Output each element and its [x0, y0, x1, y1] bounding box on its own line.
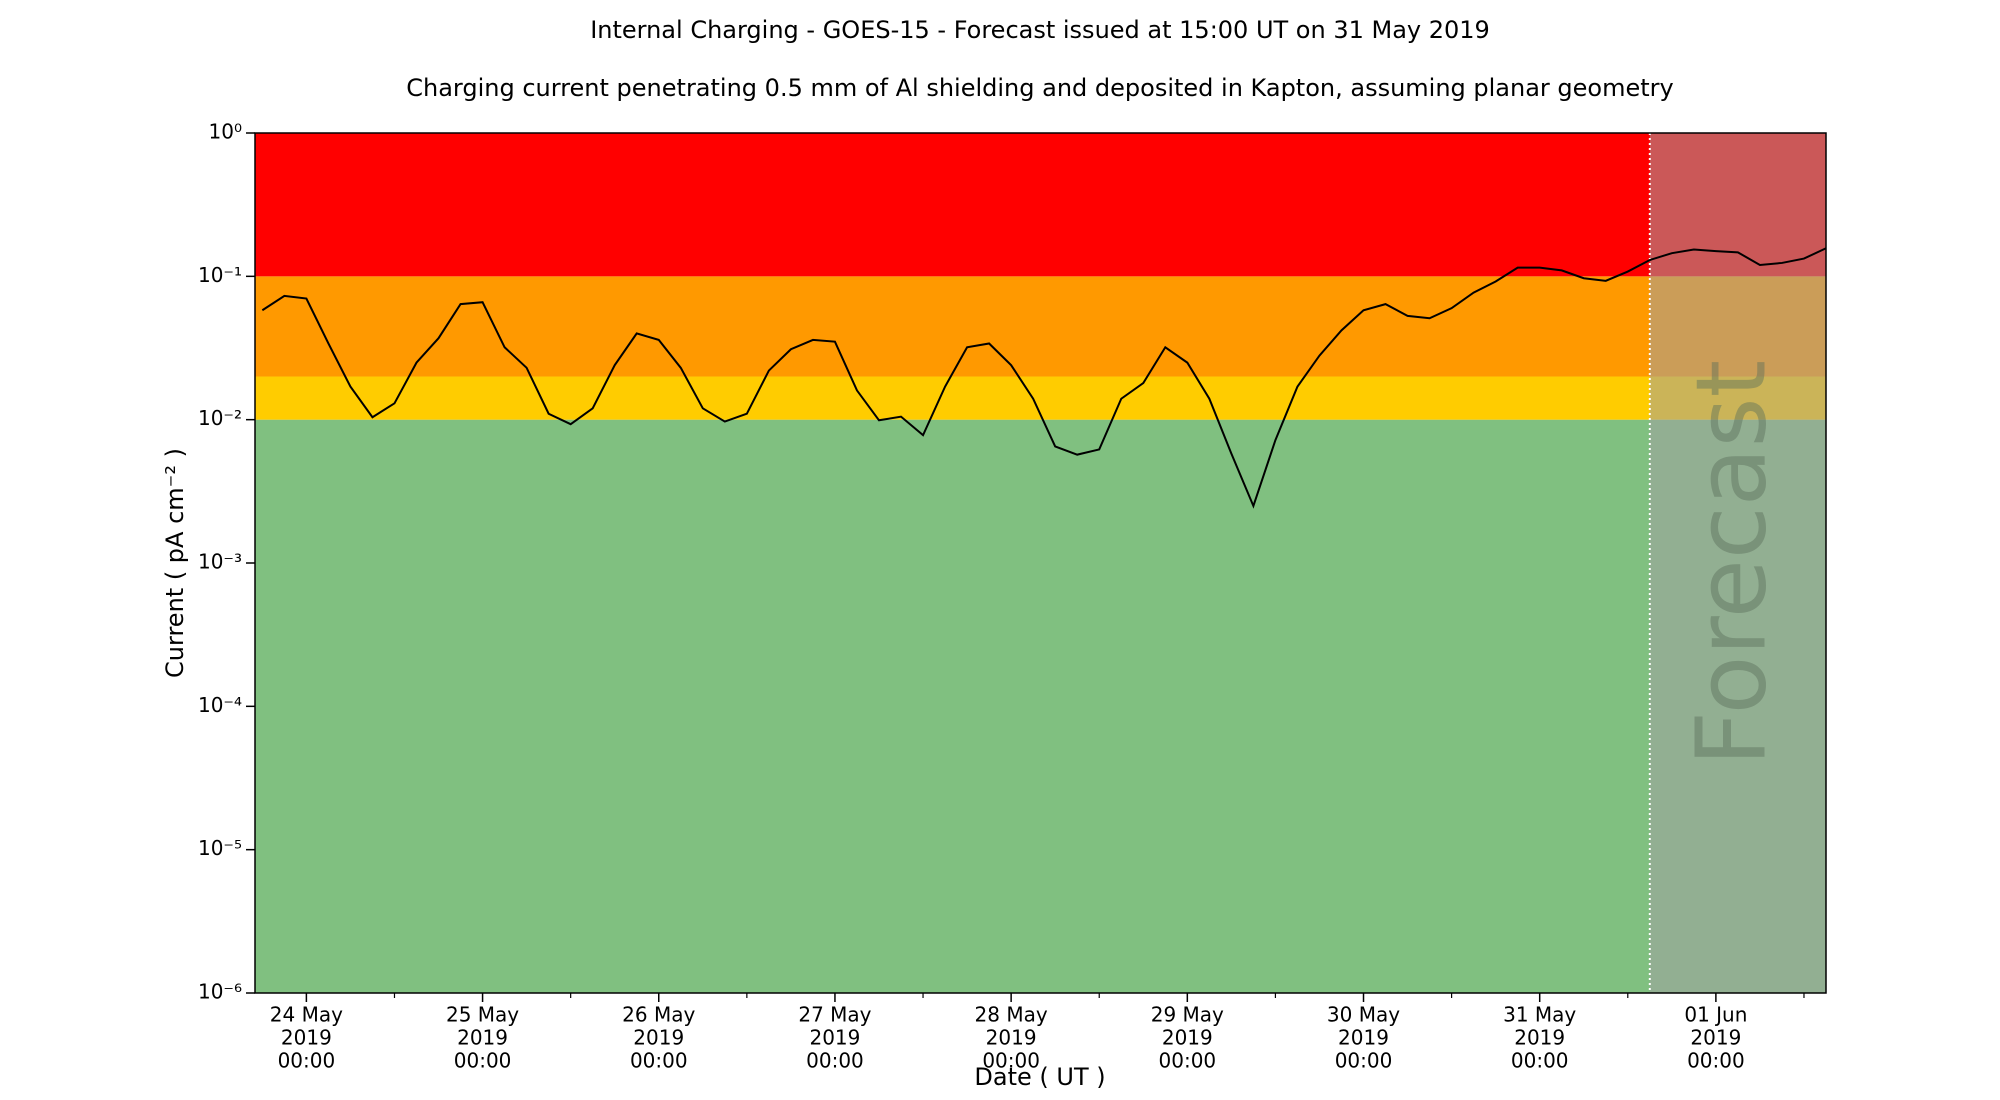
x-tick-label: 2019	[1338, 1026, 1389, 1050]
x-tick-label: 2019	[281, 1026, 332, 1050]
x-tick-label: 2019	[633, 1026, 684, 1050]
x-tick-label: 25 May	[446, 1003, 519, 1027]
x-tick-label: 00:00	[1159, 1049, 1217, 1073]
y-tick-label: 10⁻⁵	[198, 836, 242, 860]
y-tick-label: 10⁻¹	[198, 263, 242, 287]
y-tick-label: 10⁻⁴	[198, 693, 242, 717]
x-tick-label: 00:00	[1687, 1049, 1745, 1073]
x-tick-label: 27 May	[798, 1003, 871, 1027]
x-tick-label: 30 May	[1327, 1003, 1400, 1027]
forecast-label: Forecast	[1675, 360, 1787, 766]
x-tick-label: 00:00	[278, 1049, 336, 1073]
x-tick-label: 2019	[457, 1026, 508, 1050]
x-tick-label: 28 May	[975, 1003, 1048, 1027]
x-tick-label: 2019	[1162, 1026, 1213, 1050]
y-tick-label: 10⁻³	[198, 550, 242, 574]
risk-band	[255, 276, 1826, 377]
y-tick-label: 10⁻²	[198, 406, 242, 430]
x-axis-label: Date ( UT )	[974, 1063, 1105, 1091]
chart-subtitle: Charging current penetrating 0.5 mm of A…	[406, 74, 1674, 102]
y-tick-label: 10⁰	[209, 120, 242, 144]
x-tick-label: 2019	[1514, 1026, 1565, 1050]
x-tick-label: 24 May	[270, 1003, 343, 1027]
x-tick-label: 2019	[1690, 1026, 1741, 1050]
x-tick-label: 00:00	[454, 1049, 512, 1073]
data-line	[261, 247, 1827, 509]
x-tick-label: 2019	[809, 1026, 860, 1050]
forecast-region	[1649, 133, 1826, 993]
x-tick-label: 01 Jun	[1684, 1003, 1747, 1027]
y-axis-label: Current ( pA cm⁻² )	[161, 448, 189, 678]
x-tick-label: 29 May	[1151, 1003, 1224, 1027]
x-tick-label: 00:00	[1511, 1049, 1569, 1073]
x-tick-label: 00:00	[806, 1049, 864, 1073]
x-tick-label: 31 May	[1503, 1003, 1576, 1027]
x-tick-label: 26 May	[622, 1003, 695, 1027]
x-tick-label: 2019	[986, 1026, 1037, 1050]
y-tick-label: 10⁻⁶	[198, 980, 242, 1004]
x-tick-label: 00:00	[630, 1049, 688, 1073]
chart-title: Internal Charging - GOES-15 - Forecast i…	[590, 16, 1490, 44]
x-tick-label: 00:00	[1335, 1049, 1393, 1073]
risk-band	[255, 419, 1826, 994]
x-tick-label: 00:00	[982, 1049, 1040, 1073]
risk-band	[255, 133, 1826, 277]
